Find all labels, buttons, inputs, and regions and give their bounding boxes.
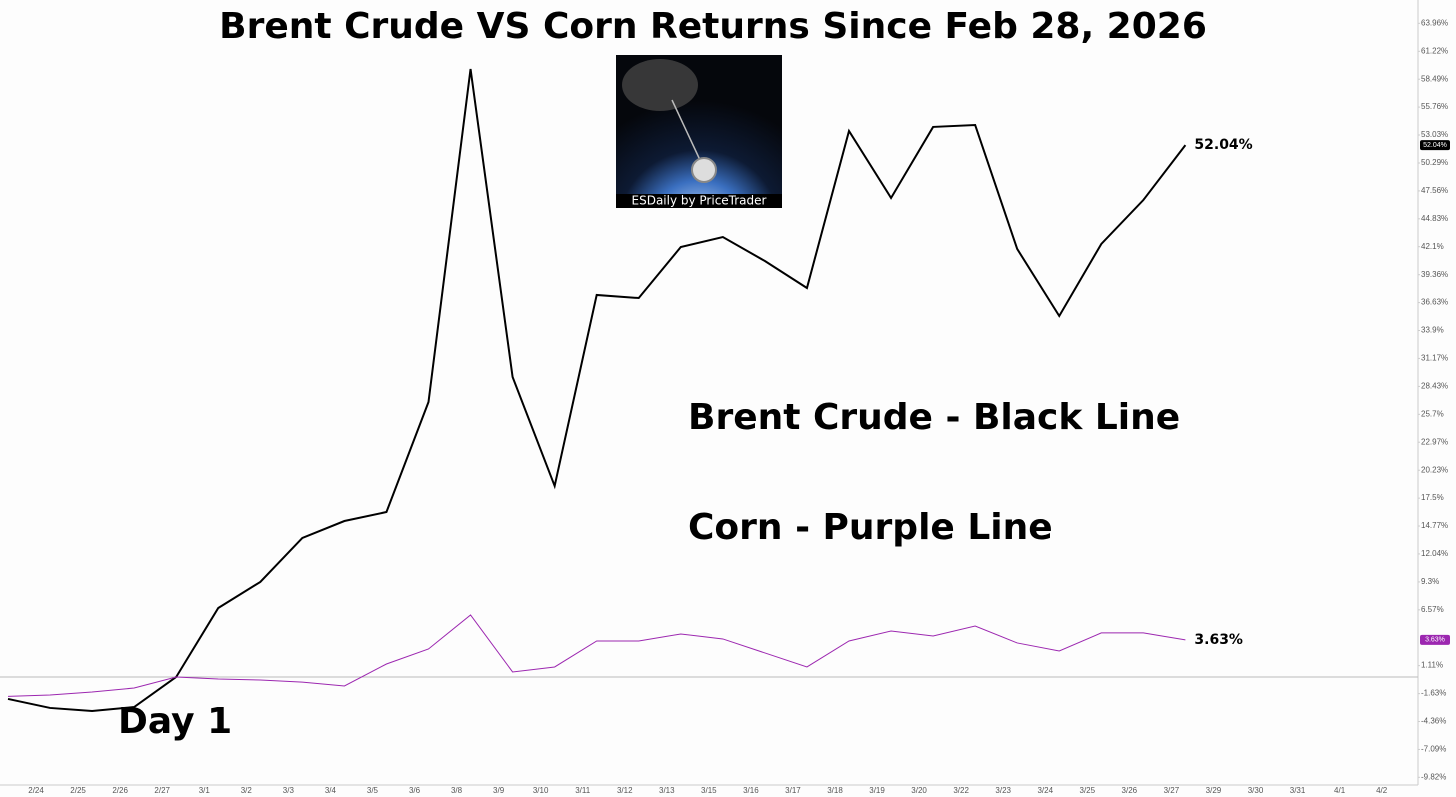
legend-label: Brent Crude - Black Line (688, 397, 1180, 438)
x-tick-label: 3/24 (1037, 786, 1053, 795)
y-tick-label: 14.77% (1421, 521, 1448, 530)
logo: ESDaily by PriceTrader (616, 55, 782, 208)
y-tick-label: 12.04% (1421, 549, 1448, 558)
x-tick-label: 3/20 (911, 786, 927, 795)
x-tick-label: 2/27 (154, 786, 170, 795)
x-tick-label: 4/2 (1376, 786, 1388, 795)
x-tick-label: 3/25 (1080, 786, 1096, 795)
y-tick-label: 33.9% (1421, 326, 1444, 335)
x-tick-label: 3/23 (995, 786, 1011, 795)
y-tick-label: 47.56% (1421, 186, 1448, 195)
y-tick-label: -9.82% (1421, 772, 1446, 781)
x-tick-label: 3/5 (367, 786, 379, 795)
series-line (7, 614, 1186, 697)
x-tick-label: 2/26 (112, 786, 128, 795)
y-tick-label: 42.1% (1421, 242, 1444, 251)
annotation: Day 1 (118, 701, 232, 742)
x-tick-label: 3/19 (869, 786, 885, 795)
x-tick-label: 3/26 (1122, 786, 1138, 795)
y-tick-label: 25.7% (1421, 409, 1444, 418)
x-tick-label: 3/15 (701, 786, 717, 795)
axis-badge-label: 52.04% (1423, 142, 1447, 149)
x-tick-label: 3/1 (199, 786, 211, 795)
x-tick-label: 2/25 (70, 786, 86, 795)
axis-badge (1420, 140, 1450, 151)
y-tick-label: 39.36% (1421, 270, 1448, 279)
x-tick-label: 3/16 (743, 786, 759, 795)
x-tick-label: 3/6 (409, 786, 421, 795)
x-tick-label: 3/9 (493, 786, 505, 795)
x-tick-label: 3/3 (283, 786, 295, 795)
x-tick-label: 3/8 (451, 786, 463, 795)
x-tick-label: 4/1 (1334, 786, 1346, 795)
y-tick-label: 20.23% (1421, 465, 1448, 474)
x-tick-label: 3/17 (785, 786, 801, 795)
x-tick-label: 3/31 (1290, 786, 1306, 795)
y-tick-label: 44.83% (1421, 214, 1448, 223)
y-tick-label: 31.17% (1421, 354, 1448, 363)
y-tick-label: -4.36% (1421, 717, 1446, 726)
logo-caption: ESDaily by PriceTrader (632, 194, 767, 208)
x-tick-label: 3/10 (533, 786, 549, 795)
y-tick-label: 1.11% (1421, 661, 1443, 670)
series-line (7, 68, 1187, 713)
y-tick-label: 55.76% (1421, 102, 1448, 111)
data-label: 52.04% (1194, 137, 1252, 153)
y-tick-label: 17.5% (1421, 493, 1444, 502)
y-tick-label: 6.57% (1421, 605, 1444, 614)
chart-title: Brent Crude VS Corn Returns Since Feb 28… (219, 6, 1207, 47)
x-tick-label: 3/12 (617, 786, 633, 795)
x-tick-label: 3/4 (325, 786, 337, 795)
x-tick-label: 3/22 (953, 786, 969, 795)
y-tick-label: 50.29% (1421, 158, 1448, 167)
y-tick-label: -1.63% (1421, 689, 1446, 698)
axis-badge (1420, 634, 1450, 645)
axis-badge-label: 3.63% (1425, 637, 1445, 644)
y-tick-label: 36.63% (1421, 298, 1448, 307)
x-tick-label: 2/24 (28, 786, 44, 795)
y-tick-label: 28.43% (1421, 382, 1448, 391)
y-tick-label: 22.97% (1421, 437, 1448, 446)
x-tick-label: 3/18 (827, 786, 843, 795)
x-tick-label: 3/11 (575, 786, 591, 795)
x-tick-label: 3/30 (1248, 786, 1264, 795)
y-tick-label: 9.3% (1421, 577, 1439, 586)
data-label: 3.63% (1194, 632, 1243, 648)
x-tick-label: 3/29 (1206, 786, 1222, 795)
x-tick-label: 3/2 (241, 786, 253, 795)
y-tick-label: 61.22% (1421, 46, 1448, 55)
y-tick-label: 53.03% (1421, 130, 1448, 139)
legend-label: Corn - Purple Line (688, 507, 1053, 548)
y-tick-label: -7.09% (1421, 745, 1446, 754)
y-tick-label: 58.49% (1421, 74, 1448, 83)
y-tick-label: 63.96% (1421, 18, 1448, 27)
x-tick-label: 3/27 (1164, 786, 1180, 795)
x-tick-label: 3/13 (659, 786, 675, 795)
